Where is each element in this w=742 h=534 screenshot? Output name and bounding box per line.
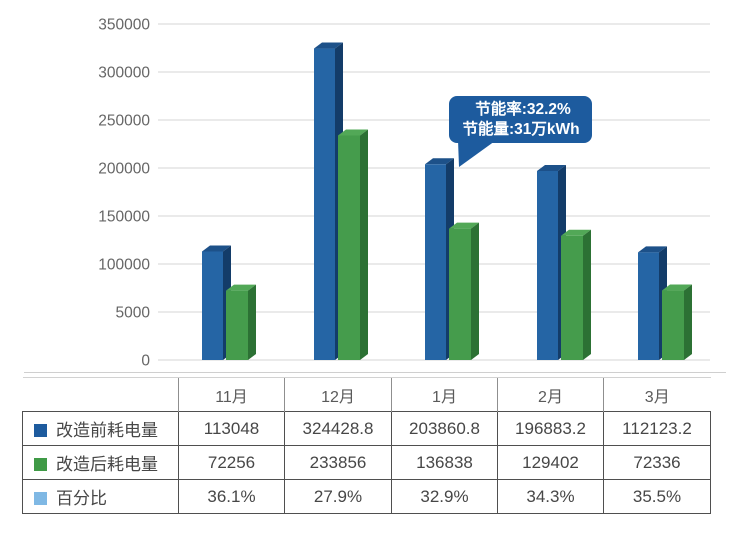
month-header-12月: 12月 — [284, 377, 392, 412]
bar-after-12月 — [338, 129, 368, 360]
cell-r0-c1: 324428.8 — [284, 411, 392, 446]
bar-top-face — [425, 158, 454, 165]
table-row-2: 百分比 36.1% 27.9% 32.9% 34.3% 35.5% — [22, 479, 711, 514]
bar-after-11月 — [226, 284, 256, 360]
bar-top-face — [449, 222, 479, 229]
bar-top-face — [662, 284, 692, 291]
bar-front-face — [226, 290, 248, 360]
bar-top-face — [202, 245, 231, 252]
cell-r2-c4: 35.5% — [603, 479, 711, 514]
bar-side-face — [360, 129, 368, 360]
bar-front-face — [449, 228, 471, 360]
y-tick-label: 100000 — [98, 257, 150, 274]
y-tick-label: 350000 — [98, 17, 150, 34]
cell-r1-c3: 129402 — [497, 445, 604, 480]
energy-bar-chart: 350000 300000 250000 200000 150000 100000 5000… — [24, 17, 726, 373]
cell-r0-c4: 112123.2 — [603, 411, 711, 446]
bar-top-face — [338, 129, 368, 136]
cell-r1-c1: 233856 — [284, 445, 392, 480]
legend-swatch-2 — [34, 492, 47, 505]
bar-side-face — [471, 222, 479, 360]
legend-swatch-1 — [34, 458, 47, 471]
cell-r0-c3: 196883.2 — [497, 411, 604, 446]
y-tick-label: 300000 — [98, 65, 150, 82]
bar-top-face — [537, 164, 566, 171]
bar-after-3月 — [662, 284, 692, 360]
cell-r1-c4: 72336 — [603, 445, 711, 480]
cell-r2-c3: 34.3% — [497, 479, 604, 514]
cell-r0-c0: 113048 — [178, 411, 285, 446]
bar-front-face — [662, 290, 684, 360]
month-header-2月: 2月 — [497, 377, 604, 412]
table-header-row: 11月 12月 1月 2月 3月 — [22, 377, 711, 412]
cell-r2-c1: 27.9% — [284, 479, 392, 514]
table-row-1: 改造后耗电量 72256 233856 136838 129402 72336 — [22, 445, 711, 480]
bar-side-face — [583, 229, 591, 360]
callout-bubble: 节能率:32.2%节能量:31万kWh — [449, 96, 592, 167]
cell-r2-c2: 32.9% — [391, 479, 498, 514]
bar-side-face — [684, 284, 692, 360]
callout-line2: 节能量:31万kWh — [462, 119, 579, 138]
cell-r2-c0: 36.1% — [178, 479, 285, 514]
bar-front-face — [314, 48, 335, 361]
y-tick-label: 0 — [141, 353, 150, 370]
y-tick-label: 150000 — [98, 209, 150, 226]
row-label-0: 改造前耗电量 — [22, 411, 179, 446]
table-row-0: 改造前耗电量 113048 324428.8 203860.8 196883.2 1121… — [22, 411, 711, 446]
callout-tail — [458, 140, 495, 167]
month-header-3月: 3月 — [603, 377, 711, 412]
bar-front-face — [561, 235, 583, 360]
bar-front-face — [425, 164, 446, 360]
bar-after-2月 — [561, 229, 591, 360]
row-label-1: 改造后耗电量 — [22, 445, 179, 480]
bar-after-1月 — [449, 222, 479, 360]
month-header-1月: 1月 — [391, 377, 498, 412]
table-corner-cell — [22, 377, 179, 412]
bar-front-face — [202, 251, 223, 360]
y-tick-label: 200000 — [98, 161, 150, 178]
bar-front-face — [338, 135, 360, 360]
legend-swatch-0 — [34, 424, 47, 437]
callout-line1: 节能率:32.2% — [475, 99, 571, 118]
bar-top-face — [314, 42, 343, 49]
bar-top-face — [561, 229, 591, 236]
bar-side-face — [248, 284, 256, 360]
cell-r0-c2: 203860.8 — [391, 411, 498, 446]
bar-front-face — [638, 252, 659, 360]
cell-r1-c2: 136838 — [391, 445, 498, 480]
month-header-11月: 11月 — [178, 377, 285, 412]
bar-top-face — [638, 246, 667, 253]
cell-r1-c0: 72256 — [178, 445, 285, 480]
data-table: 11月 12月 1月 2月 3月 改造前耗电量 113048 324428.8 203860.8… — [22, 377, 711, 514]
bar-front-face — [537, 170, 558, 360]
callout-box — [449, 96, 592, 143]
row-label-2: 百分比 — [22, 479, 179, 514]
y-tick-label: 250000 — [98, 113, 150, 130]
y-tick-label: 5000 — [116, 305, 151, 322]
bar-top-face — [226, 284, 256, 291]
